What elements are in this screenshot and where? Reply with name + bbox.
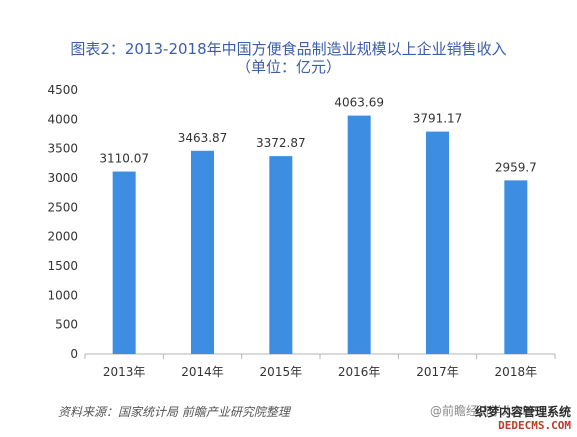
bar: [112, 171, 136, 354]
site-watermark-url: DEDECMS.COM: [498, 419, 571, 432]
data-label: 3110.07: [99, 152, 149, 166]
chart-title: 图表2：2013-2018年中国方便食品制造业规模以上企业销售收入: [70, 40, 507, 58]
y-tick-label: 4000: [47, 112, 78, 126]
x-tick-label: 2017年: [416, 365, 459, 379]
bar: [269, 156, 293, 354]
y-tick-label: 2500: [47, 200, 78, 214]
data-label: 2959.7: [495, 160, 537, 174]
data-label: 3372.87: [256, 136, 306, 150]
y-tick-label: 1000: [47, 288, 78, 302]
x-tick-label: 2014年: [181, 365, 224, 379]
y-tick-label: 3500: [47, 142, 78, 156]
bar: [347, 115, 371, 354]
x-tick-label: 2015年: [260, 365, 303, 379]
data-label: 4063.69: [334, 96, 384, 110]
y-tick-label: 500: [55, 318, 78, 332]
x-tick-label: 2013年: [103, 365, 146, 379]
source-note: 资料来源：国家统计局 前瞻产业研究院整理: [58, 405, 290, 419]
y-tick-label: 0: [70, 347, 78, 361]
site-watermark-name: 织梦内容管理系统: [474, 405, 571, 419]
chart-subtitle: （单位：亿元）: [235, 58, 341, 76]
bar: [504, 180, 528, 354]
watermark-text: @前瞻经济学人APP: [430, 404, 537, 418]
x-tick-label: 2016年: [338, 365, 381, 379]
y-tick-label: 2000: [47, 230, 78, 244]
data-label: 3791.17: [413, 112, 463, 126]
data-label: 3463.87: [178, 131, 228, 145]
y-tick-label: 4500: [47, 83, 78, 97]
x-tick-label: 2018年: [495, 365, 538, 379]
bar: [191, 150, 214, 354]
bar: [426, 131, 449, 354]
y-tick-label: 1500: [47, 259, 78, 273]
site-watermark: 织梦内容管理系统 DEDECMS.COM: [475, 405, 571, 433]
y-tick-label: 3000: [47, 171, 78, 185]
